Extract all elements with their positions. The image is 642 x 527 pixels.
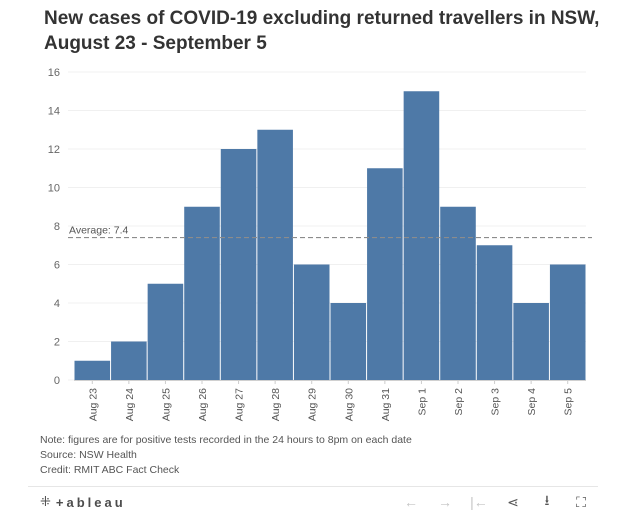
bar[interactable] (440, 206, 476, 380)
bar[interactable] (330, 303, 367, 380)
revert-icon[interactable]: |← (470, 494, 488, 510)
tableau-logo-text: +ableau (55, 494, 126, 510)
x-tick-label: Aug 25 (160, 388, 172, 421)
y-tick-label: 8 (54, 221, 60, 233)
y-tick-label: 2 (54, 337, 60, 349)
share-icon[interactable]: ⋖ (507, 493, 519, 510)
x-tick-label: Sep 5 (563, 388, 575, 416)
x-tick-label: Sep 3 (490, 388, 502, 416)
x-tick-label: Aug 26 (197, 388, 209, 421)
x-tick-label: Sep 1 (416, 388, 428, 416)
undo-icon[interactable]: ← (404, 494, 418, 510)
note-text: Note: figures are for positive tests rec… (40, 434, 412, 446)
x-axis: Aug 23 Aug 24 Aug 25 Aug 26 Aug 27 Aug 28 Aug … (74, 380, 586, 421)
average-line-group: Average: 7.4 (68, 225, 592, 239)
y-tick-label: 12 (48, 144, 60, 156)
y-tick-label: 6 (54, 260, 60, 272)
fullscreen-icon[interactable]: ⛶ (576, 493, 586, 510)
chart-title: New cases of COVID-19 excluding returned… (44, 8, 600, 54)
x-tick-label: Aug 30 (343, 388, 355, 421)
credit-text: Credit: RMIT ABC Fact Check (40, 464, 180, 476)
toolbar-tools: ← → |← ⋖ ⭳ ⛶ (394, 489, 598, 515)
bar[interactable] (147, 283, 184, 380)
bar[interactable] (74, 360, 111, 380)
bar[interactable] (257, 129, 293, 380)
y-tick-label: 4 (54, 298, 60, 310)
y-tick-label: 14 (48, 106, 60, 118)
tableau-toolbar: ⁜ +ableau ← → |← ⋖ ⭳ ⛶ (28, 486, 598, 517)
y-tick-label: 10 (48, 183, 60, 195)
x-tick-label: Aug 27 (234, 388, 246, 421)
bar[interactable] (476, 245, 513, 380)
x-tick-label: Sep 2 (453, 388, 465, 416)
bar[interactable] (367, 168, 403, 380)
bar[interactable] (184, 206, 220, 380)
x-tick-label: Aug 29 (307, 388, 319, 421)
source-text: Source: NSW Health (40, 449, 137, 461)
tableau-logo[interactable]: ⁜ +ableau (40, 494, 126, 510)
y-axis: 0 2 4 6 8 10 12 14 16 (48, 67, 60, 387)
x-tick-label: Aug 23 (87, 388, 99, 421)
bar[interactable] (111, 341, 147, 381)
x-tick-label: Aug 28 (270, 388, 282, 421)
y-tick-label: 16 (48, 67, 60, 79)
x-tick-label: Aug 24 (124, 388, 136, 421)
y-tick-label: 0 (54, 375, 60, 387)
x-tick-label: Aug 31 (380, 388, 392, 421)
average-label: Average: 7.4 (69, 225, 129, 237)
bars (74, 91, 586, 381)
redo-icon[interactable]: → (438, 494, 452, 510)
bar[interactable] (513, 303, 549, 380)
x-tick-label: Sep 4 (526, 388, 538, 416)
download-icon[interactable]: ⭳ (544, 492, 550, 508)
tableau-logo-icon: ⁜ (40, 494, 51, 509)
bar[interactable] (549, 264, 586, 381)
bar[interactable] (403, 91, 440, 380)
bar[interactable] (293, 264, 330, 381)
chart-notes: Note: figures are for positive tests rec… (40, 433, 412, 478)
bar[interactable] (220, 149, 257, 380)
